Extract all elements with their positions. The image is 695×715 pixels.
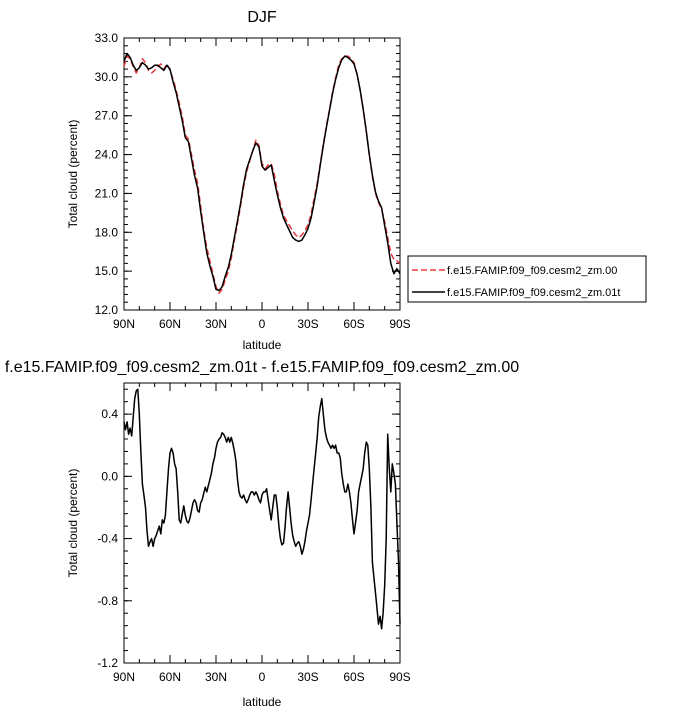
- bottom-x-tick-label: 30S: [297, 670, 318, 684]
- bottom-x-tick-label: 90N: [113, 670, 135, 684]
- bottom-y-tick-label: 0.4: [101, 407, 118, 421]
- top-x-tick-label: 90S: [389, 317, 410, 331]
- top-x-tick-label: 30N: [205, 317, 227, 331]
- top-x-tick-label: 60N: [159, 317, 181, 331]
- top-y-axis-label: Total cloud (percent): [66, 120, 80, 229]
- top-y-tick-label: 15.0: [95, 264, 119, 278]
- top-series-line-1: [123, 52, 401, 292]
- top-chart-title: DJF: [247, 9, 277, 26]
- bottom-y-tick-label: -1.2: [97, 656, 118, 670]
- legend-label-series-0: f.e15.FAMIP.f09_f09.cesm2_zm.00: [447, 265, 617, 277]
- top-y-tick-label: 33.0: [95, 31, 119, 45]
- bottom-series-line-0: [123, 388, 401, 630]
- top-x-tick-label: 30S: [297, 317, 318, 331]
- top-y-tick-label: 27.0: [95, 109, 119, 123]
- bottom-y-tick-label: 0.0: [101, 469, 118, 483]
- top-x-tick-label: 90N: [113, 317, 135, 331]
- top-chart-panel: DJF 90N 60N 30N 0 30S 60S 90S 12.0 15.0 18.0 21.0 2…: [66, 9, 647, 352]
- bottom-x-tick-label: 0: [259, 670, 266, 684]
- bottom-plot-frame: [123, 382, 401, 664]
- top-y-tick-label: 18.0: [95, 225, 119, 239]
- top-x-tick-label: 0: [259, 317, 266, 331]
- top-legend: f.e15.FAMIP.f09_f09.cesm2_zm.00 f.e15.FA…: [407, 255, 647, 303]
- bottom-chart-panel: f.e15.FAMIP.f09_f09.cesm2_zm.01t - f.e15…: [5, 359, 519, 709]
- bottom-x-tick-label: 30N: [205, 670, 227, 684]
- top-y-tick-label: 21.0: [95, 186, 119, 200]
- bottom-y-axis-label: Total cloud (percent): [66, 469, 80, 578]
- legend-label-series-1: f.e15.FAMIP.f09_f09.cesm2_zm.01t: [447, 287, 620, 299]
- bottom-x-tick-label: 60S: [343, 670, 364, 684]
- bottom-y-tick-label: -0.4: [97, 532, 118, 546]
- legend-box: [407, 255, 647, 303]
- top-y-tick-label: 30.0: [95, 70, 119, 84]
- top-series-line-0: [123, 55, 401, 294]
- top-x-axis-label: latitude: [243, 338, 282, 352]
- top-x-tick-label: 60S: [343, 317, 364, 331]
- bottom-x-tick-label: 90S: [389, 670, 410, 684]
- top-y-tick-label: 24.0: [95, 148, 119, 162]
- top-y-tick-label: 12.0: [95, 303, 119, 317]
- bottom-y-tick-label: -0.8: [97, 594, 118, 608]
- bottom-x-axis-label: latitude: [243, 695, 282, 709]
- bottom-x-tick-label: 60N: [159, 670, 181, 684]
- bottom-chart-title: f.e15.FAMIP.f09_f09.cesm2_zm.01t - f.e15…: [5, 359, 519, 376]
